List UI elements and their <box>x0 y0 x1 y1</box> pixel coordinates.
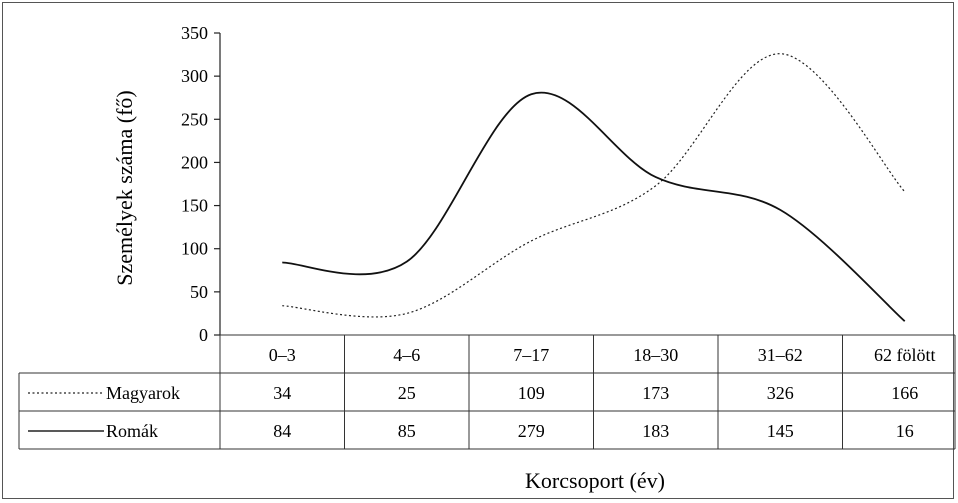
y-tick-label: 0 <box>199 325 208 345</box>
x-tick-label: 7–17 <box>513 345 549 365</box>
series-line-magyarok <box>282 53 906 318</box>
y-tick-label: 50 <box>190 282 208 302</box>
table-value: 84 <box>273 421 291 441</box>
table-value: 279 <box>518 421 545 441</box>
series-line-romak <box>282 91 906 322</box>
table-value: 145 <box>767 421 794 441</box>
table-value: 109 <box>518 383 545 403</box>
table-value: 326 <box>767 383 794 403</box>
x-tick-label: 4–6 <box>393 345 420 365</box>
legend-label: Romák <box>106 421 158 441</box>
table-value: 16 <box>896 421 914 441</box>
x-tick-label: 18–30 <box>633 345 678 365</box>
y-tick-label: 100 <box>181 239 208 259</box>
x-tick-label: 62 fölött <box>874 345 936 365</box>
y-ticks: 0 50 100 150 200 250 300 350 <box>181 23 220 345</box>
y-tick-label: 200 <box>181 152 208 172</box>
x-tick-label: 31–62 <box>758 345 803 365</box>
y-tick-label: 350 <box>181 23 208 43</box>
x-axis-title: Korcsoport (év) <box>525 468 665 493</box>
table-value: 183 <box>642 421 669 441</box>
table-value: 166 <box>891 383 918 403</box>
legend-label: Magyarok <box>106 383 180 403</box>
y-axis-title: Személyek száma (fő) <box>112 90 137 285</box>
table-value: 34 <box>273 383 291 403</box>
table-value: 85 <box>398 421 416 441</box>
x-tick-label: 0–3 <box>269 345 296 365</box>
y-tick-label: 300 <box>181 66 208 86</box>
y-tick-label: 250 <box>181 109 208 129</box>
data-table-grid <box>18 334 956 450</box>
data-table-cells: 0–3 4–6 7–17 18–30 31–62 62 fölött Magyarok 34 2… <box>28 345 936 441</box>
y-tick-label: 150 <box>181 196 208 216</box>
table-value: 173 <box>642 383 669 403</box>
table-value: 25 <box>398 383 416 403</box>
